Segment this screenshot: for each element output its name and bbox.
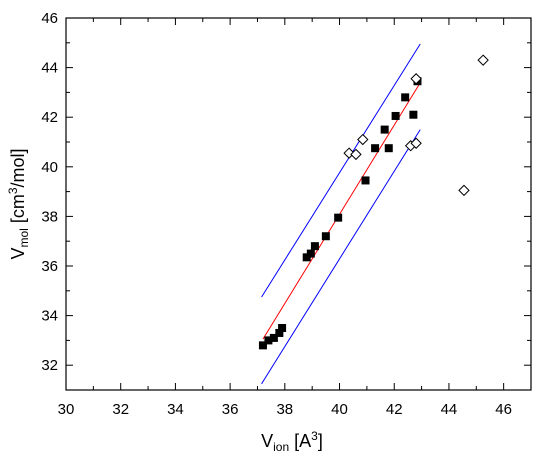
x-tick-label: 40 bbox=[331, 401, 348, 418]
x-tick-label: 34 bbox=[167, 401, 184, 418]
lower-bound-line bbox=[261, 129, 421, 385]
x-tick-label: 44 bbox=[441, 401, 458, 418]
x-tick-label: 30 bbox=[58, 401, 75, 418]
x-tick-label: 46 bbox=[495, 401, 512, 418]
plot-frame bbox=[65, 17, 532, 391]
square-point bbox=[361, 176, 370, 185]
y-tick-label: 46 bbox=[41, 10, 58, 27]
y-tick-label: 42 bbox=[41, 109, 58, 126]
y-tick-label: 32 bbox=[41, 357, 58, 374]
data-markers bbox=[258, 54, 489, 350]
fit-line bbox=[262, 84, 420, 340]
square-point bbox=[278, 324, 287, 332]
y-tick-label: 36 bbox=[41, 258, 58, 275]
square-point bbox=[384, 144, 393, 153]
x-axis-title: Vion [A3] bbox=[261, 429, 323, 454]
x-tick-label: 38 bbox=[276, 401, 293, 418]
x-tick-label: 36 bbox=[222, 401, 239, 418]
y-tick-label: 38 bbox=[41, 208, 58, 225]
square-point bbox=[269, 333, 278, 342]
square-point bbox=[380, 125, 389, 134]
square-point bbox=[401, 93, 410, 102]
y-tick-label: 34 bbox=[41, 308, 58, 325]
axis-ticks bbox=[65, 17, 531, 390]
diamond-point bbox=[357, 133, 369, 146]
diamond-point bbox=[410, 137, 422, 149]
square-point bbox=[334, 213, 343, 222]
y-tick-label: 44 bbox=[41, 60, 58, 77]
square-point bbox=[302, 253, 311, 262]
x-tick-label: 32 bbox=[112, 401, 129, 418]
y-tick-label: 40 bbox=[41, 159, 58, 176]
diamond-point bbox=[477, 54, 489, 66]
square-point bbox=[264, 336, 273, 345]
square-point bbox=[321, 232, 330, 241]
square-point bbox=[371, 144, 380, 153]
axis-tick-labels: 30 32 34 36 38 40 42 44 46 32 34 36 38 40 42 44 46 bbox=[41, 10, 512, 418]
square-point bbox=[409, 110, 418, 119]
diamond-point bbox=[410, 73, 422, 85]
square-point bbox=[306, 249, 315, 258]
square-point bbox=[258, 341, 267, 350]
fit-lines bbox=[261, 43, 421, 385]
upper-bound-line bbox=[261, 43, 421, 298]
square-point bbox=[310, 242, 319, 251]
diamond-point bbox=[350, 148, 362, 161]
diamond-point bbox=[458, 184, 470, 197]
square-point bbox=[275, 328, 284, 337]
x-tick-label: 42 bbox=[386, 401, 403, 418]
y-axis-title: Vmol [cm3/mol] bbox=[6, 148, 31, 259]
square-point bbox=[391, 111, 400, 120]
